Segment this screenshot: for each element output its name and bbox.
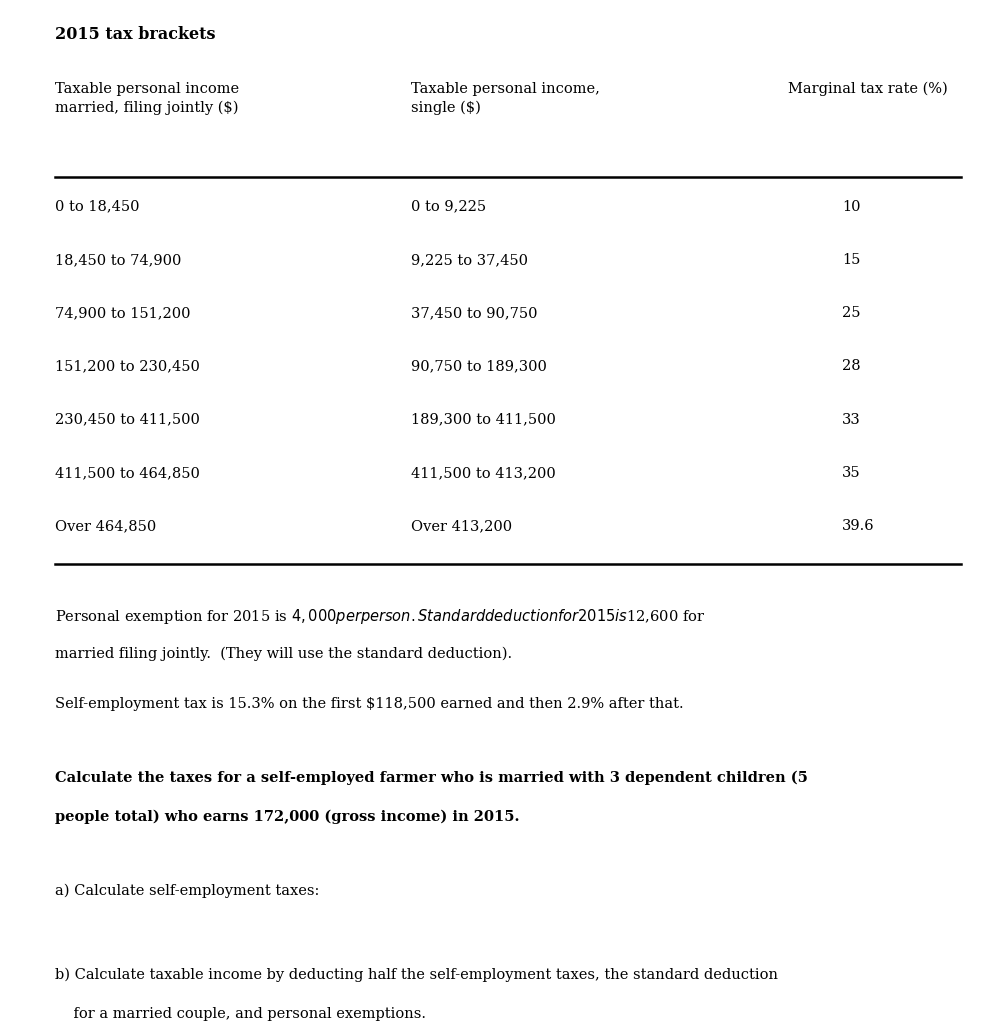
- Text: 0 to 18,450: 0 to 18,450: [55, 200, 139, 214]
- Text: Taxable personal income,
single ($): Taxable personal income, single ($): [411, 82, 601, 115]
- Text: 39.6: 39.6: [842, 519, 875, 534]
- Text: Calculate the taxes for a self-employed farmer who is married with 3 dependent c: Calculate the taxes for a self-employed …: [55, 771, 808, 785]
- Text: 15: 15: [842, 253, 861, 267]
- Text: a) Calculate self-employment taxes:: a) Calculate self-employment taxes:: [55, 884, 319, 898]
- Text: 18,450 to 74,900: 18,450 to 74,900: [55, 253, 181, 267]
- Text: 151,200 to 230,450: 151,200 to 230,450: [55, 359, 199, 374]
- Text: 411,500 to 464,850: 411,500 to 464,850: [55, 466, 199, 480]
- Text: Taxable personal income
married, filing jointly ($): Taxable personal income married, filing …: [55, 82, 239, 115]
- Text: 33: 33: [842, 413, 861, 427]
- Text: Marginal tax rate (%): Marginal tax rate (%): [788, 82, 947, 96]
- Text: 9,225 to 37,450: 9,225 to 37,450: [411, 253, 528, 267]
- Text: 10: 10: [842, 200, 861, 214]
- Text: Over 413,200: Over 413,200: [411, 519, 512, 534]
- Text: 189,300 to 411,500: 189,300 to 411,500: [411, 413, 556, 427]
- Text: b) Calculate taxable income by deducting half the self-employment taxes, the sta: b) Calculate taxable income by deducting…: [55, 968, 778, 982]
- Text: 230,450 to 411,500: 230,450 to 411,500: [55, 413, 199, 427]
- Text: for a married couple, and personal exemptions.: for a married couple, and personal exemp…: [55, 1007, 425, 1021]
- Text: married filing jointly.  (They will use the standard deduction).: married filing jointly. (They will use t…: [55, 646, 511, 660]
- Text: 74,900 to 151,200: 74,900 to 151,200: [55, 306, 190, 321]
- Text: Personal exemption for 2015 is $4,000 per person.  Standard deduction for 2015 i: Personal exemption for 2015 is $4,000 pe…: [55, 607, 705, 627]
- Text: Self-employment tax is 15.3% on the first $118,500 earned and then 2.9% after th: Self-employment tax is 15.3% on the firs…: [55, 697, 683, 712]
- Text: people total) who earns 172,000 (gross income) in 2015.: people total) who earns 172,000 (gross i…: [55, 810, 519, 824]
- Text: 0 to 9,225: 0 to 9,225: [411, 200, 487, 214]
- Text: 2015 tax brackets: 2015 tax brackets: [55, 26, 215, 43]
- Text: 25: 25: [842, 306, 861, 321]
- Text: 35: 35: [842, 466, 861, 480]
- Text: 411,500 to 413,200: 411,500 to 413,200: [411, 466, 556, 480]
- Text: 90,750 to 189,300: 90,750 to 189,300: [411, 359, 547, 374]
- Text: 37,450 to 90,750: 37,450 to 90,750: [411, 306, 538, 321]
- Text: 28: 28: [842, 359, 861, 374]
- Text: Over 464,850: Over 464,850: [55, 519, 156, 534]
